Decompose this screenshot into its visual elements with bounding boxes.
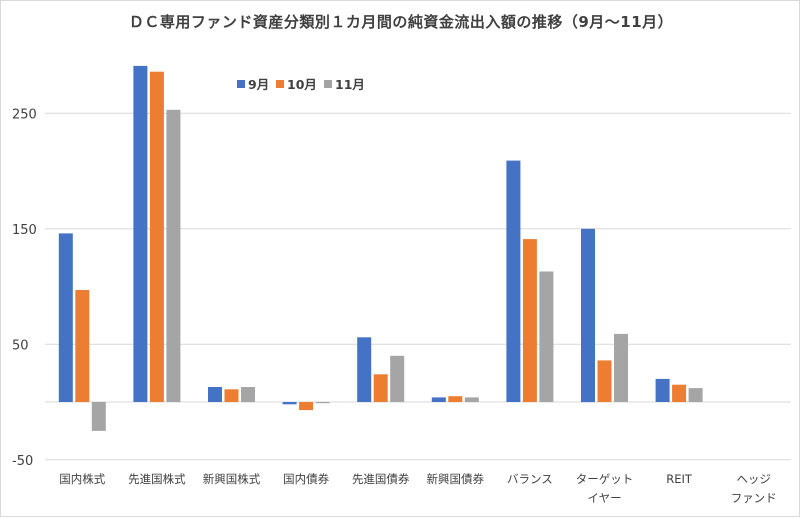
bar — [166, 109, 181, 403]
x-tick-label: 新興国株式 — [203, 472, 261, 486]
legend-swatch — [324, 80, 332, 88]
y-axis: -50 50 150 250 — [12, 107, 37, 469]
bars — [58, 65, 703, 431]
bar — [431, 397, 446, 402]
legend-swatch — [237, 80, 245, 88]
y-tick-label: -50 — [12, 454, 33, 469]
bar — [688, 388, 703, 402]
bar — [506, 160, 521, 402]
x-tick-label: 先進国債券 — [352, 472, 410, 486]
legend-swatch — [276, 80, 284, 88]
x-tick-label: REIT — [666, 472, 693, 486]
bar — [315, 402, 330, 404]
y-tick-label: 150 — [12, 223, 37, 238]
bar — [390, 355, 405, 402]
bar — [614, 333, 628, 402]
x-axis: 国内株式 先進国株式 新興国株式 国内債券 先進国債券 新興国債券 バランス ターゲットイヤー… — [59, 472, 776, 505]
x-tick-label: ヘッジファンド — [731, 472, 777, 505]
y-tick-label: 50 — [12, 338, 29, 353]
bar — [581, 228, 595, 403]
bar — [133, 65, 148, 403]
legend: 9月 10月 11月 — [237, 77, 365, 92]
legend-label: 11月 — [335, 77, 365, 92]
x-tick-label: ターゲットイヤー — [576, 472, 634, 505]
bar — [208, 387, 222, 402]
bar — [655, 378, 670, 402]
bar — [539, 271, 554, 402]
bar — [522, 239, 537, 402]
bar — [58, 233, 73, 402]
legend-label: 9月 — [248, 77, 269, 92]
bar — [357, 337, 372, 402]
x-tick-label: 新興国債券 — [427, 472, 485, 486]
bar — [597, 360, 612, 402]
bar — [373, 374, 388, 402]
chart-title: ＤＣ専用ファンド資産分類別１カ月間の純資金流出入額の推移（9月～11月） — [129, 13, 673, 31]
x-tick-label: 国内株式 — [59, 472, 105, 486]
bar — [448, 396, 463, 402]
bar — [299, 402, 314, 411]
y-tick-label: 250 — [12, 107, 37, 122]
bar — [241, 387, 255, 402]
bar — [672, 384, 687, 402]
bar — [464, 397, 479, 402]
x-tick-label: バランス — [507, 472, 553, 486]
legend-label: 10月 — [287, 77, 317, 92]
x-tick-label: 国内債券 — [283, 472, 329, 486]
bar — [224, 389, 239, 402]
bar — [282, 402, 297, 405]
bar — [91, 402, 106, 431]
bar — [75, 290, 90, 402]
bar — [149, 71, 164, 402]
x-tick-label: 先進国株式 — [128, 472, 186, 486]
